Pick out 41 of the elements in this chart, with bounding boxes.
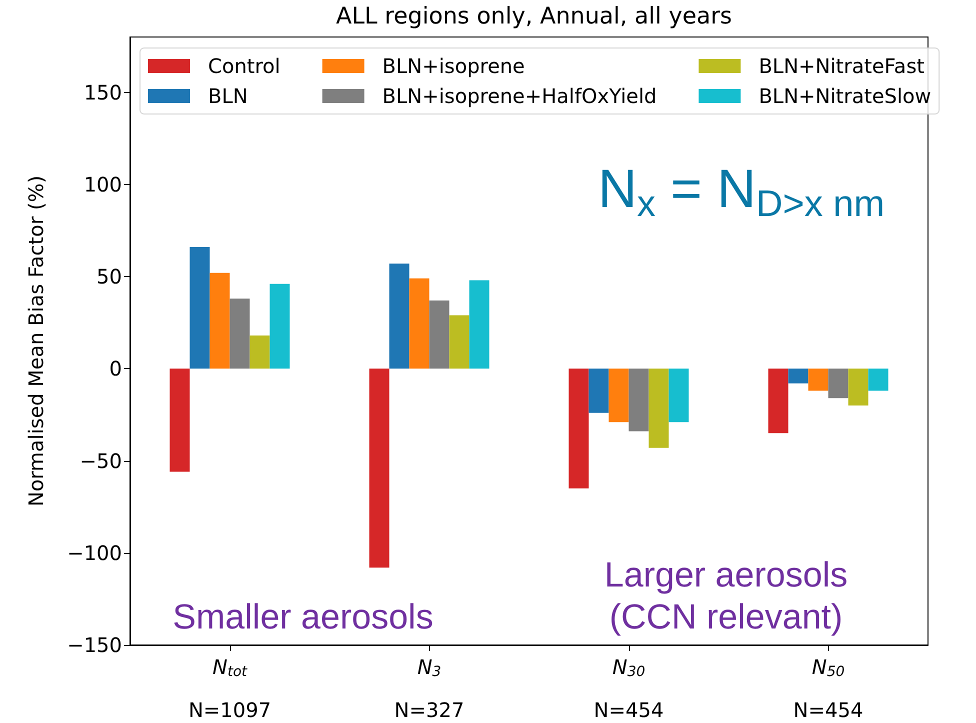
annotation: Larger aerosols (CCN relevant) <box>604 556 848 636</box>
y-tick-label: 0 <box>109 356 122 381</box>
bar <box>768 368 788 434</box>
bar <box>230 298 250 369</box>
bar <box>409 278 430 369</box>
annotation: Smaller aerosols <box>172 598 434 636</box>
bar <box>828 368 848 398</box>
bar <box>568 368 589 488</box>
bar <box>668 368 689 422</box>
bar <box>429 300 450 369</box>
y-tick-label: −150 <box>67 633 122 657</box>
bar <box>848 368 868 406</box>
bar <box>170 368 190 472</box>
bar <box>608 368 629 422</box>
y-tick-label: −100 <box>67 540 122 565</box>
bar <box>210 272 230 369</box>
legend-label: BLN <box>208 84 248 108</box>
bar <box>588 368 609 413</box>
legend-label: BLN+NitrateSlow <box>758 84 932 108</box>
bar <box>250 335 270 369</box>
bar <box>788 368 808 384</box>
bar <box>369 368 390 568</box>
bar <box>449 315 470 369</box>
bar <box>469 280 490 369</box>
legend-label: BLN+NitrateFast <box>758 54 925 78</box>
y-tick-label: 50 <box>96 264 122 289</box>
chart-title: ALL regions only, Annual, all years <box>336 4 732 30</box>
legend-label: Control <box>208 54 280 78</box>
y-tick-label: 150 <box>84 80 122 104</box>
bar <box>270 284 290 369</box>
bar <box>808 368 828 391</box>
legend-label: BLN+isoprene+HalfOxYield <box>382 84 657 108</box>
bar <box>389 264 410 369</box>
y-tick-label: −50 <box>80 448 122 473</box>
bar <box>628 368 649 432</box>
y-axis-title: Normalised Mean Bias Factor (%) <box>24 175 48 507</box>
bar <box>648 368 669 448</box>
y-tick-label: 100 <box>84 172 122 196</box>
legend-label: BLN+isoprene <box>382 54 525 78</box>
bar <box>868 368 888 391</box>
bar <box>190 247 210 369</box>
